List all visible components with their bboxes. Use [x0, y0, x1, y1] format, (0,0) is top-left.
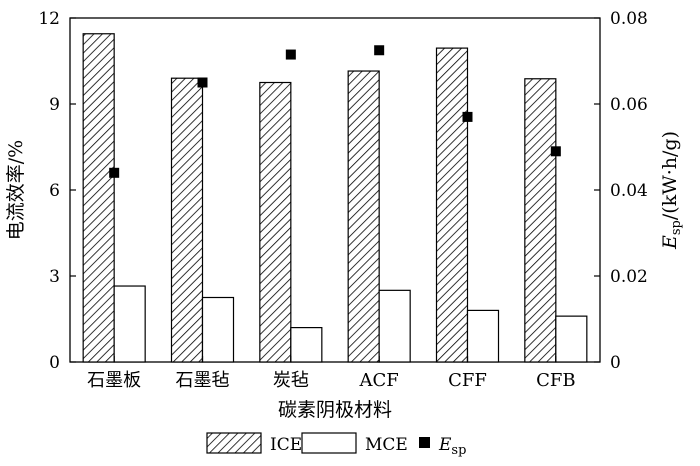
esp-point [197, 77, 208, 88]
bar-mce [378, 289, 411, 363]
y-right-tick-label: 0 [610, 353, 621, 373]
bar-ice [347, 70, 380, 363]
x-tick-label: CFB [536, 370, 576, 391]
x-tick-label: ACF [359, 370, 399, 391]
bar-mce [201, 296, 235, 363]
legend-label-ice: ICE [270, 435, 302, 455]
esp-point [109, 167, 120, 178]
legend-swatch-ice [206, 432, 262, 454]
legend-label-esp: Esp [438, 435, 466, 458]
y-axis-left-title: 电流效率/% [5, 140, 27, 240]
bar-ice [82, 33, 115, 363]
bar-ice [259, 81, 292, 363]
y-right-tick-label: 0.02 [610, 267, 648, 287]
y-axis-right-sub: sp [669, 220, 684, 235]
legend-swatch-esp [419, 437, 430, 448]
bars [82, 33, 588, 363]
x-axis-title: 碳素阴极材料 [278, 399, 392, 421]
y-left-tick-label: 0 [49, 353, 60, 373]
legend-label-mce: MCE [365, 435, 408, 455]
bar-ice [435, 47, 469, 363]
esp-markers [109, 45, 561, 178]
x-tick-label: 炭毡 [273, 370, 309, 391]
axis-labels: 0 3 6 9 12 0 0.02 0.04 0.06 0.08 石墨板 石墨毡 炭毡 ACF CFF CFB [38, 9, 648, 391]
bar-ice [524, 78, 557, 363]
bar-ice [170, 77, 204, 363]
esp-point [285, 49, 296, 60]
x-tick-label: 石墨板 [87, 370, 141, 391]
esp-point [374, 45, 385, 56]
bar-mce [290, 327, 323, 363]
legend-swatch-mce [301, 432, 357, 454]
bar-mce [555, 315, 588, 363]
esp-point [462, 111, 473, 122]
esp-point [550, 146, 561, 157]
axis-ticks [70, 17, 600, 363]
legend: ICE MCE Esp [206, 432, 466, 458]
y-left-tick-label: 6 [49, 181, 60, 201]
bar-mce [466, 309, 500, 363]
y-axis-right-unit: /(kW·h/g) [659, 131, 681, 220]
y-axis-right-title: Esp/(kW·h/g) [659, 131, 684, 250]
y-right-tick-label: 0.06 [610, 95, 648, 115]
y-right-tick-label: 0.08 [610, 9, 648, 29]
y-right-tick-label: 0.04 [610, 181, 648, 201]
x-tick-label: CFF [448, 370, 487, 391]
x-tick-label: 石墨毡 [176, 370, 230, 391]
plot-area-border [69, 17, 601, 363]
y-axis-right-var: E [659, 235, 681, 250]
y-left-tick-label: 3 [49, 267, 60, 287]
y-left-tick-label: 9 [49, 95, 60, 115]
bar-mce [113, 285, 146, 363]
y-left-tick-label: 12 [38, 9, 60, 29]
plot-frame [69, 17, 601, 363]
